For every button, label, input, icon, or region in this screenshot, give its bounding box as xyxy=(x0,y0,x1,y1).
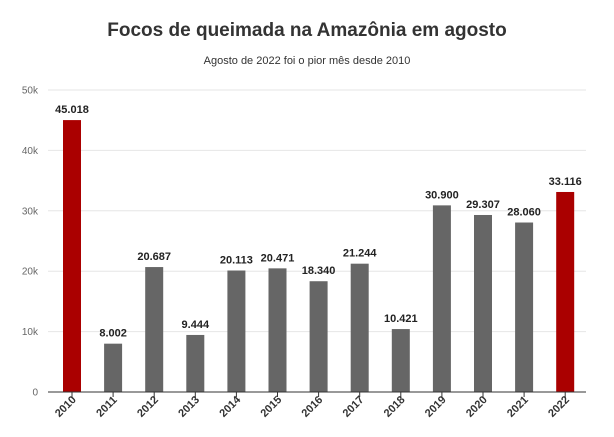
bar-2015 xyxy=(268,268,287,392)
bar-2020 xyxy=(474,214,492,392)
y-tick-label: 50k xyxy=(22,86,39,97)
bar-2012 xyxy=(145,267,164,392)
data-label-2016: 18.340 xyxy=(302,265,336,277)
data-labels: 45.018 8.002 20.687 9.444 20.113 20.471 18.340… xyxy=(55,104,582,340)
data-label-2017: 21.244 xyxy=(343,248,378,260)
x-tick-label-2019: 2019 xyxy=(423,394,449,420)
x-tick-label-2010: 2010 xyxy=(53,394,79,420)
x-tick-label-2015: 2015 xyxy=(258,394,284,420)
bars xyxy=(63,120,575,392)
x-axis-ticks: 2010 2011 2012 2013 2014 2015 2016 2017 2018 2019… xyxy=(53,392,572,420)
x-tick-label-2020: 2020 xyxy=(464,394,490,420)
bar-2021 xyxy=(515,222,534,392)
x-tick-label-2014: 2014 xyxy=(217,393,243,419)
data-label-2015: 20.471 xyxy=(261,252,295,264)
data-label-2011: 8.002 xyxy=(99,328,127,340)
y-tick-label: 40k xyxy=(22,146,39,157)
data-label-2022: 33.116 xyxy=(549,176,582,188)
data-label-2021: 28.060 xyxy=(507,207,541,219)
bar-2010 xyxy=(63,120,81,392)
data-label-2012: 20.687 xyxy=(137,251,171,263)
y-tick-label: 30k xyxy=(22,206,39,217)
y-tick-label: 20k xyxy=(22,267,39,278)
data-label-2014: 20.113 xyxy=(220,255,253,267)
bar-2013 xyxy=(186,334,205,392)
x-tick-label-2013: 2013 xyxy=(176,394,202,420)
x-tick-label-2021: 2021 xyxy=(505,394,531,420)
data-label-2020: 29.307 xyxy=(466,199,500,211)
data-label-2018: 10.421 xyxy=(384,313,418,325)
x-tick-label-2016: 2016 xyxy=(300,394,326,420)
bar-2022 xyxy=(556,191,575,392)
bar-2016 xyxy=(309,281,328,392)
x-tick-label-2017: 2017 xyxy=(341,394,367,420)
bar-2018 xyxy=(391,329,410,392)
data-label-2013: 9.444 xyxy=(182,319,210,331)
bar-2019 xyxy=(432,205,451,392)
x-tick-label-2022: 2022 xyxy=(546,394,572,420)
chart-subtitle: Agosto de 2022 foi o pior mês desde 2010 xyxy=(203,55,411,67)
x-tick-label-2018: 2018 xyxy=(382,394,408,420)
data-label-2019: 30.900 xyxy=(425,189,459,201)
y-tick-label: 10k xyxy=(22,327,39,338)
data-label-2010: 45.018 xyxy=(55,104,89,116)
bar-2014 xyxy=(227,270,246,392)
x-tick-label-2012: 2012 xyxy=(135,394,161,420)
y-axis-ticks: 0 10k 20k 30k 40k 50k xyxy=(22,86,39,399)
bar-2011 xyxy=(104,343,123,392)
x-tick-label-2011: 2011 xyxy=(94,394,119,419)
y-tick-label: 0 xyxy=(32,388,38,399)
bar-2017 xyxy=(350,263,369,392)
chart-title: Focos de queimada na Amazônia em agosto xyxy=(107,20,507,41)
